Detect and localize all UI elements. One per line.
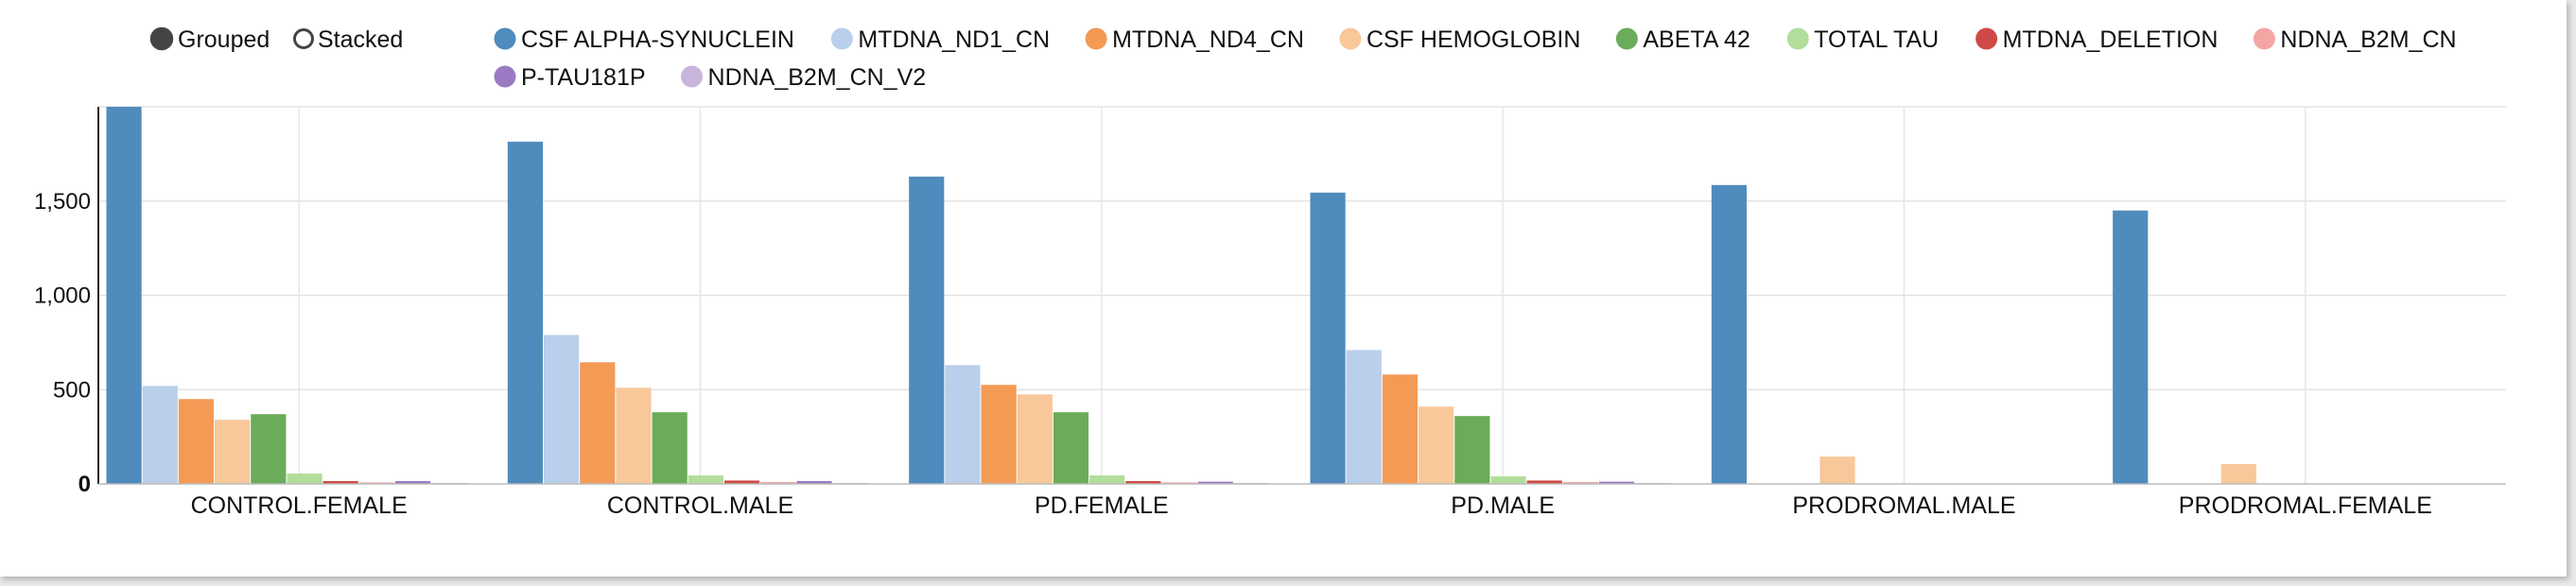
- stacked-radio-label: Stacked: [318, 26, 403, 53]
- legend-item[interactable]: NDNA_B2M_CN_V2: [681, 64, 926, 91]
- x-category-label: PRODROMAL.MALE: [1792, 492, 2015, 519]
- gridlines: [98, 106, 2506, 484]
- y-tick-label: 500: [53, 377, 91, 403]
- bars: [106, 107, 2256, 485]
- legend-swatch: [494, 27, 516, 50]
- legend-swatch: [1976, 27, 1998, 50]
- legend-label: P-TAU181P: [521, 64, 646, 91]
- bar[interactable]: [395, 481, 431, 484]
- x-category-label: PD.MALE: [1451, 492, 1555, 519]
- bar[interactable]: [106, 107, 142, 484]
- y-tick-label: 1,500: [34, 189, 91, 215]
- legend-item[interactable]: MTDNA_ND4_CN: [1085, 26, 1304, 53]
- bar[interactable]: [909, 176, 945, 484]
- bar[interactable]: [1346, 350, 1382, 484]
- legend-label: ABETA 42: [1643, 26, 1750, 53]
- bar[interactable]: [1161, 482, 1197, 484]
- bar[interactable]: [580, 362, 616, 484]
- legend: CSF ALPHA-SYNUCLEIN MTDNA_ND1_CN MTDNA_ND4…: [494, 26, 2457, 91]
- bar[interactable]: [1125, 481, 1161, 484]
- legend-swatch: [830, 27, 853, 50]
- bar[interactable]: [1599, 481, 1635, 484]
- legend-item[interactable]: MTDNA_DELETION: [1976, 26, 2218, 53]
- legend-swatch: [1339, 27, 1362, 50]
- legend-swatch: [1085, 27, 1107, 50]
- bar[interactable]: [544, 335, 580, 484]
- x-category-label: PD.FEMALE: [1035, 492, 1169, 519]
- y-tick-label: 0: [78, 472, 91, 497]
- bar[interactable]: [981, 385, 1017, 484]
- legend-label: MTDNA_ND1_CN: [858, 26, 1050, 53]
- bar[interactable]: [616, 388, 652, 484]
- bar[interactable]: [507, 141, 544, 484]
- legend-item[interactable]: CSF ALPHA-SYNUCLEIN: [494, 26, 794, 53]
- bar[interactable]: [358, 482, 395, 484]
- bar[interactable]: [1562, 482, 1599, 484]
- legend-item[interactable]: ABETA 42: [1615, 26, 1750, 53]
- legend-item[interactable]: CSF HEMOGLOBIN: [1339, 26, 1580, 53]
- bar[interactable]: [2220, 464, 2256, 484]
- legend-swatch: [494, 65, 516, 88]
- bar[interactable]: [215, 420, 251, 484]
- y-tick-label: 1,000: [34, 284, 91, 309]
- bar[interactable]: [1017, 394, 1053, 484]
- legend-swatch: [2253, 27, 2275, 50]
- legend-item[interactable]: NDNA_B2M_CN: [2253, 26, 2457, 53]
- grouped-radio-label: Grouped: [178, 26, 270, 53]
- bar[interactable]: [1454, 416, 1490, 484]
- bar[interactable]: [2113, 210, 2149, 484]
- x-category-label: PRODROMAL.FEMALE: [2179, 492, 2432, 519]
- legend-label: MTDNA_DELETION: [2003, 26, 2219, 53]
- legend-swatch: [681, 65, 704, 88]
- grouped-radio[interactable]: Grouped: [149, 26, 270, 53]
- legend-label: NDNA_B2M_CN: [2280, 26, 2456, 53]
- bar[interactable]: [652, 412, 688, 484]
- bar[interactable]: [1419, 406, 1454, 484]
- legend-label: CSF HEMOGLOBIN: [1366, 26, 1580, 53]
- mode-toggle: Grouped Stacked: [149, 26, 404, 53]
- bar[interactable]: [142, 386, 178, 484]
- legend-label: CSF ALPHA-SYNUCLEIN: [521, 26, 794, 53]
- legend-label: MTDNA_ND4_CN: [1112, 26, 1304, 53]
- bar[interactable]: [1711, 184, 1748, 485]
- bar[interactable]: [1382, 374, 1419, 484]
- legend-swatch: [1615, 27, 1638, 50]
- x-category-label: CONTROL.MALE: [607, 492, 793, 519]
- bar[interactable]: [796, 481, 832, 484]
- bar[interactable]: [760, 482, 796, 484]
- bar[interactable]: [688, 475, 723, 484]
- bar[interactable]: [1197, 481, 1233, 484]
- x-category-label: CONTROL.FEMALE: [191, 492, 408, 519]
- legend-label: TOTAL TAU: [1814, 26, 1939, 53]
- bar[interactable]: [723, 480, 760, 484]
- bar[interactable]: [1490, 476, 1526, 484]
- legend-item[interactable]: P-TAU181P: [494, 64, 646, 91]
- legend-swatch: [1786, 27, 1809, 50]
- bar[interactable]: [251, 414, 287, 484]
- bar[interactable]: [287, 474, 322, 484]
- bar[interactable]: [1053, 412, 1089, 484]
- bar[interactable]: [178, 399, 215, 484]
- axes: 0 500 1,000 1,500 CONTROL.FEMALE CONTROL.MALE…: [34, 107, 2506, 519]
- bar[interactable]: [1526, 480, 1562, 484]
- stacked-radio[interactable]: Stacked: [293, 26, 404, 53]
- bar[interactable]: [322, 481, 358, 484]
- legend-label: NDNA_B2M_CN_V2: [708, 64, 927, 91]
- legend-item[interactable]: MTDNA_ND1_CN: [830, 26, 1050, 53]
- legend-item[interactable]: TOTAL TAU: [1786, 26, 1939, 53]
- bar[interactable]: [945, 365, 981, 484]
- bar[interactable]: [1819, 457, 1855, 484]
- bar[interactable]: [1310, 192, 1346, 484]
- bar[interactable]: [1089, 475, 1125, 484]
